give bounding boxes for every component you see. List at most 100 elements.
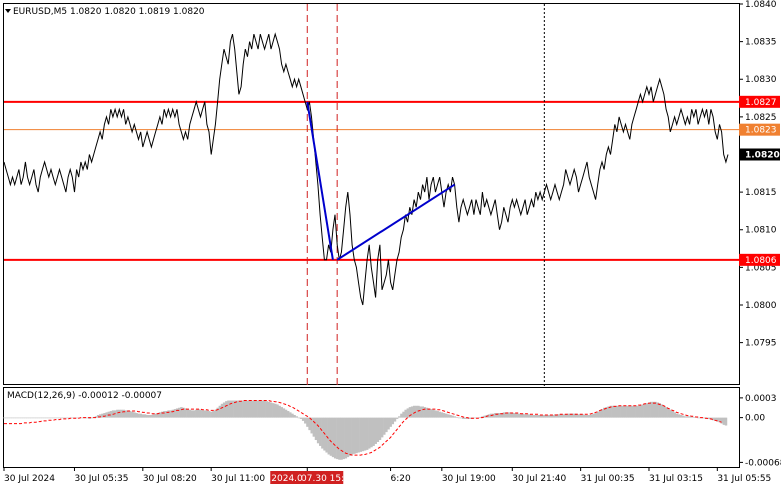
macd-histogram-bar <box>521 413 525 418</box>
macd-histogram-bar <box>492 413 495 418</box>
macd-histogram-bar <box>229 400 232 418</box>
macd-histogram-bar <box>639 405 642 418</box>
macd-histogram-bar <box>325 417 328 453</box>
macd-histogram-bar <box>274 403 277 418</box>
macd-histogram-bar <box>543 414 546 418</box>
title-dropdown-icon[interactable] <box>5 9 11 13</box>
macd-histogram-bar <box>218 405 222 418</box>
macd-histogram-bar <box>120 409 123 418</box>
macd-histogram-bar <box>686 416 689 418</box>
macd-histogram-bar <box>259 400 262 418</box>
macd-histogram-bar <box>376 417 380 442</box>
macd-histogram-bar <box>99 414 102 418</box>
time-tick-label: 31 Jul 03:15 <box>649 474 703 484</box>
macd-histogram-bar <box>714 417 717 421</box>
macd-histogram-bar <box>568 413 572 418</box>
macd-histogram-bar <box>472 417 476 419</box>
macd-histogram-bar <box>237 400 241 418</box>
macd-histogram-bar <box>513 413 516 418</box>
macd-histogram-bar <box>440 412 444 418</box>
macd-histogram-bar <box>310 417 313 434</box>
macd-histogram-bar <box>336 417 339 460</box>
macd-histogram-bar <box>286 411 290 418</box>
macd-histogram-bar <box>212 411 215 418</box>
macd-histogram-bar <box>603 407 606 418</box>
time-tick-label: 6:20 <box>391 474 411 484</box>
macd-histogram-bar <box>47 417 51 419</box>
macd-histogram-bar <box>184 408 187 418</box>
macd-histogram-bar <box>622 405 625 418</box>
price-tick-label: 1.0840 <box>745 0 777 10</box>
macd-histogram-bar <box>88 417 91 419</box>
macd-histogram-bar <box>528 414 531 418</box>
macd-histogram-bar <box>618 405 621 418</box>
macd-histogram-bar <box>5 417 8 419</box>
chart-title: EURUSD,M5 1.0820 1.0820 1.0819 1.0820 <box>13 7 205 17</box>
macd-histogram-bar <box>383 417 386 435</box>
macd-histogram-bar <box>509 412 512 418</box>
macd-histogram-bar <box>408 407 412 418</box>
price-tick-label: 1.0800 <box>745 301 777 311</box>
macd-histogram-bar <box>131 411 134 418</box>
macd-histogram-bar <box>56 417 59 419</box>
time-tick-label: 31 Jul 00:35 <box>581 474 635 484</box>
macd-histogram-bar <box>11 417 14 419</box>
macd-histogram-bar <box>39 417 42 419</box>
macd-histogram-bar <box>496 413 499 418</box>
macd-histogram-bar <box>280 407 284 418</box>
macd-histogram-bar <box>314 417 318 441</box>
macd-histogram-bar <box>301 417 305 421</box>
macd-histogram-bar <box>182 407 185 418</box>
macd-histogram-bar <box>220 403 224 418</box>
macd-histogram-bar <box>654 401 657 418</box>
macd-histogram-bar <box>718 417 721 423</box>
macd-histogram-bar <box>52 417 55 419</box>
level-price-tag <box>739 95 780 108</box>
macd-histogram-bar <box>385 417 388 433</box>
macd-histogram-bar <box>378 417 382 441</box>
macd-title: MACD(12,26,9) -0.00012 -0.00007 <box>7 391 162 401</box>
macd-histogram-bar <box>419 406 422 418</box>
macd-histogram-bar <box>613 405 617 418</box>
macd-histogram-bar <box>611 405 615 418</box>
macd-histogram-bar <box>263 400 266 418</box>
time-highlight-label: 2024.0 <box>271 474 303 484</box>
macd-histogram-bar <box>20 417 23 419</box>
macd-histogram-bar <box>222 402 226 418</box>
macd-histogram-bar <box>556 414 559 418</box>
macd-histogram-bar <box>635 405 638 418</box>
macd-histogram-bar <box>304 417 307 424</box>
macd-histogram-bar <box>60 417 64 419</box>
macd-histogram-bar <box>519 413 523 418</box>
macd-histogram-bar <box>641 404 644 418</box>
macd-histogram-bar <box>423 407 427 418</box>
macd-histogram-bar <box>203 410 207 418</box>
macd-histogram-bar <box>660 404 664 418</box>
macd-histogram-bar <box>684 416 687 418</box>
time-tick-label: 30 Jul 19:00 <box>442 474 496 484</box>
macd-histogram-bar <box>697 417 700 419</box>
macd-histogram-bar <box>122 409 125 418</box>
macd-histogram-bar <box>126 410 130 418</box>
macd-histogram-bar <box>722 417 726 425</box>
time-tick-label: 30 Jul 05:35 <box>74 474 128 484</box>
macd-histogram-bar <box>688 416 691 418</box>
macd-histogram-bar <box>711 417 715 421</box>
macd-histogram-bar <box>432 409 435 418</box>
price-series-line <box>3 32 729 306</box>
macd-histogram-bar <box>368 417 371 449</box>
macd-histogram-bar <box>487 414 491 418</box>
macd-histogram-bar <box>265 401 269 418</box>
macd-histogram-bar <box>291 413 294 418</box>
macd-histogram-bar <box>451 415 454 418</box>
macd-histogram-bar <box>673 412 676 418</box>
macd-histogram-bar <box>160 411 164 418</box>
macd-histogram-bar <box>24 417 27 419</box>
macd-histogram-bar <box>571 413 574 418</box>
macd-histogram-bar <box>30 417 34 419</box>
macd-histogram-bar <box>135 413 138 418</box>
macd-histogram-bar <box>637 405 640 418</box>
macd-histogram-bar <box>421 406 424 418</box>
macd-histogram-bar <box>615 405 619 418</box>
